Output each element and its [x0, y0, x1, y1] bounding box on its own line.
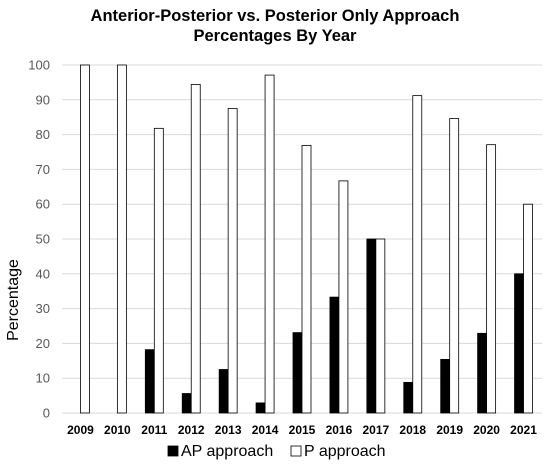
bars	[80, 64, 533, 414]
bar-ap-2014	[255, 402, 266, 414]
bar-p-2013	[227, 108, 238, 414]
bar-ap-2013	[218, 369, 229, 414]
legend-label-ap: AP approach	[181, 443, 273, 460]
y-tick-label: 90	[36, 92, 50, 107]
bar-p-2009	[80, 64, 90, 414]
bar-ap-2021	[514, 273, 524, 414]
y-tick-label: 40	[36, 266, 50, 281]
x-tick-label: 2018	[399, 423, 426, 437]
bar-p-2016	[338, 180, 349, 414]
bar-ap-2019	[440, 359, 451, 414]
x-tick-label: 2009	[67, 423, 94, 437]
x-tick-label: 2010	[104, 423, 131, 437]
x-tick-label: 2013	[215, 423, 242, 437]
y-tick-label: 20	[36, 336, 50, 351]
bar-p-2012	[190, 84, 201, 414]
y-tick-label: 60	[36, 197, 50, 212]
bar-p-2015	[301, 144, 312, 414]
x-tick-label: 2012	[178, 423, 205, 437]
bar-ap-2015	[292, 332, 303, 414]
bar-ap-2016	[329, 296, 340, 414]
y-tick-label: 100	[28, 58, 50, 73]
y-axis-label: Percentage	[5, 259, 22, 341]
legend-swatch-p	[290, 445, 302, 457]
x-tick-label: 2021	[510, 423, 537, 437]
y-tick-label: 0	[43, 406, 50, 421]
bar-ap-2017	[366, 238, 377, 414]
bar-p-2014	[264, 74, 275, 414]
y-axis-ticks: 0 10 20 30 40 50 60 70 80 90 100	[28, 58, 50, 421]
bar-ap-2020	[477, 332, 488, 414]
bar-ap-2011	[144, 349, 155, 414]
x-tick-label: 2020	[473, 423, 500, 437]
legend-label-p: P approach	[304, 443, 386, 460]
legend: AP approach P approach	[167, 443, 386, 460]
bar-p-2011	[153, 127, 164, 414]
bar-p-2017	[375, 238, 386, 414]
y-tick-label: 50	[36, 232, 50, 247]
chart-title-line-2: Percentages By Year	[194, 27, 358, 45]
bar-p-2018	[412, 95, 423, 414]
x-tick-label: 2015	[289, 423, 316, 437]
y-tick-label: 80	[36, 127, 50, 142]
y-tick-label: 30	[36, 301, 50, 316]
x-tick-label: 2014	[252, 423, 279, 437]
x-axis-ticks: 2009 2010 2011 2012 2013 2014 2015 2016 2017 2018…	[67, 423, 537, 437]
bar-ap-2012	[181, 393, 192, 414]
bar-p-2019	[449, 118, 460, 414]
x-tick-label: 2011	[141, 423, 167, 437]
legend-swatch-ap	[167, 445, 179, 457]
bar-p-2021	[523, 203, 533, 414]
y-tick-label: 70	[36, 162, 50, 177]
x-tick-label: 2019	[436, 423, 463, 437]
x-tick-label: 2017	[362, 423, 389, 437]
chart-title-line-1: Anterior-Posterior vs. Posterior Only Ap…	[91, 7, 460, 25]
y-tick-label: 10	[36, 371, 50, 386]
bar-p-2020	[486, 144, 497, 414]
bar-ap-2018	[403, 381, 414, 414]
x-tick-label: 2016	[326, 423, 353, 437]
bar-p-2010	[116, 64, 127, 414]
